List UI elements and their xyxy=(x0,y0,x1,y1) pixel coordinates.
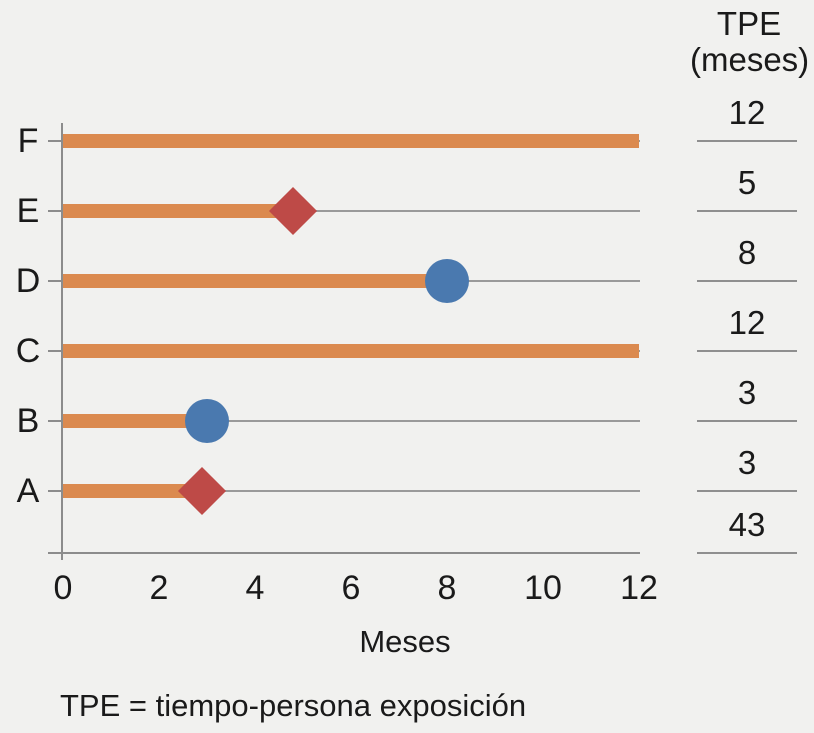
x-axis-title: Meses xyxy=(359,624,451,659)
y-tick-d xyxy=(48,280,62,282)
censor-diamond-marker-a xyxy=(178,466,227,516)
exposure-bar-a xyxy=(63,484,202,498)
exposure-bar-d xyxy=(63,274,447,288)
x-tick-label-12: 12 xyxy=(620,569,658,607)
category-label-c: C xyxy=(15,332,41,370)
x-tick-label-8: 8 xyxy=(437,569,457,607)
x-tick-label-10: 10 xyxy=(524,569,562,607)
exposure-bar-b xyxy=(63,414,207,428)
x-tick-label-6: 6 xyxy=(341,569,361,607)
tpe-underline-a xyxy=(697,490,797,492)
y-tick-e xyxy=(48,210,62,212)
y-axis-line xyxy=(61,123,63,560)
row-gridline-e xyxy=(63,210,640,212)
category-label-d: D xyxy=(15,262,41,300)
censor-diamond-marker-e xyxy=(269,186,318,236)
row-gridline-b xyxy=(63,420,640,422)
category-label-a: A xyxy=(16,472,40,510)
exposure-bar-f xyxy=(63,134,639,148)
footnote: TPE = tiempo-persona exposición xyxy=(60,688,527,723)
tpe-value-d: 8 xyxy=(737,234,757,271)
tpe-underline-f xyxy=(697,140,797,142)
tpe-value-f: 12 xyxy=(728,94,766,131)
y-tick-c xyxy=(48,350,62,352)
tpe-value-e: 5 xyxy=(737,164,757,201)
y-tick-a xyxy=(48,490,62,492)
tpe-underline-d xyxy=(697,280,797,282)
tpe-total-underline xyxy=(697,552,797,554)
tpe-underline-c xyxy=(697,350,797,352)
exposure-bar-e xyxy=(63,204,293,218)
tpe-header-line1: TPE xyxy=(716,5,782,42)
row-gridline-a xyxy=(63,490,640,492)
tpe-header-line2: (meses) xyxy=(690,41,810,78)
category-label-e: E xyxy=(16,192,40,230)
exposure-bar-c xyxy=(63,344,639,358)
y-tick-b xyxy=(48,420,62,422)
event-circle-marker-d xyxy=(425,259,469,303)
x-tick-label-4: 4 xyxy=(245,569,265,607)
category-label-f: F xyxy=(17,122,39,160)
tpe-value-b: 3 xyxy=(737,374,757,411)
y-tick-f xyxy=(48,140,62,142)
tpe-total-value: 43 xyxy=(728,506,766,543)
x-tick-label-2: 2 xyxy=(149,569,169,607)
tpe-value-c: 12 xyxy=(728,304,766,341)
event-circle-marker-b xyxy=(185,399,229,443)
tpe-value-a: 3 xyxy=(737,444,757,481)
tpe-underline-e xyxy=(697,210,797,212)
tpe-underline-b xyxy=(697,420,797,422)
category-label-b: B xyxy=(16,402,40,440)
x-tick-label-0: 0 xyxy=(53,569,73,607)
x-axis-line xyxy=(48,552,640,554)
